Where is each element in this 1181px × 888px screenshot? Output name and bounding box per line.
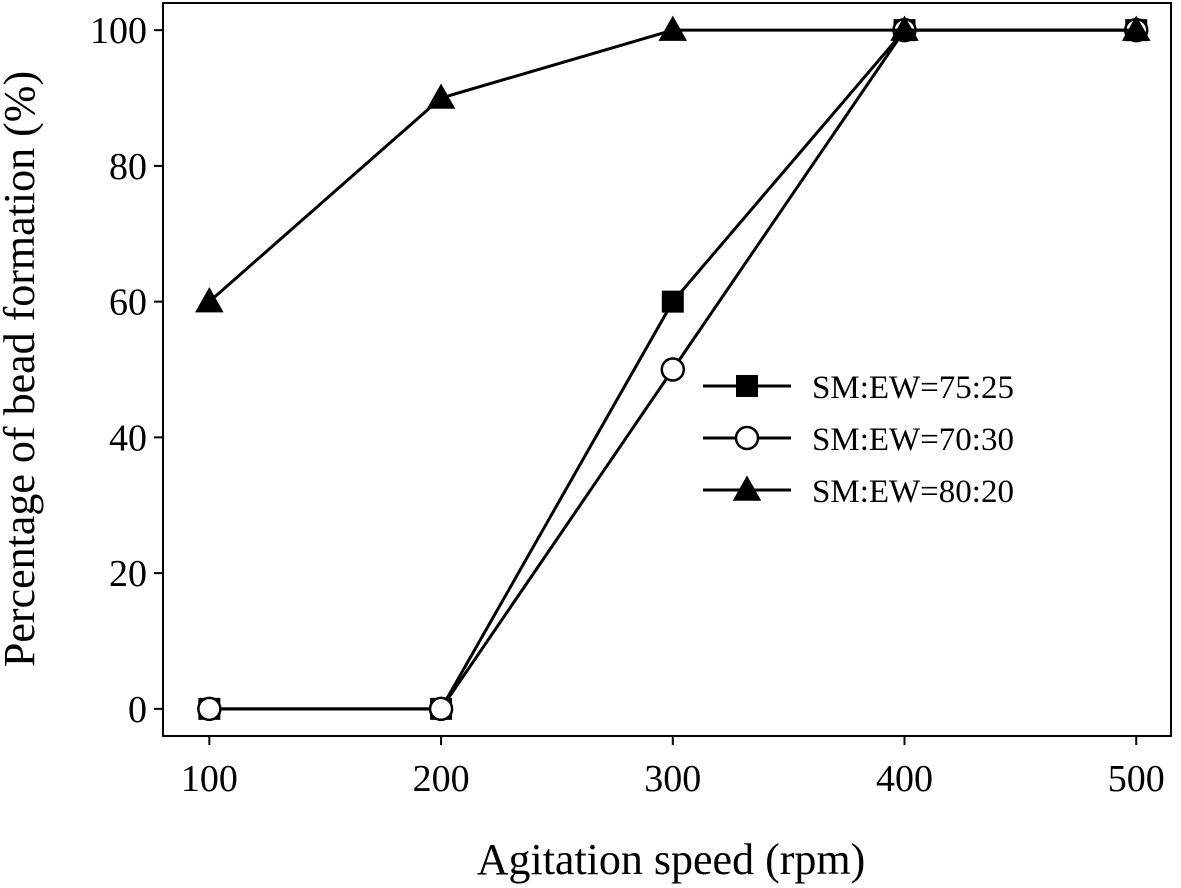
legend-item: SM:EW=75:25 — [703, 370, 1014, 406]
x-tick-label: 500 — [1108, 758, 1165, 800]
y-tick-label: 80 — [109, 146, 147, 188]
y-axis-ticks: 0 20 40 60 80 100 — [90, 10, 163, 731]
legend-item: SM:EW=80:20 — [703, 474, 1014, 510]
data-point — [890, 15, 919, 41]
data-point — [661, 290, 684, 313]
legend-marker — [736, 375, 758, 397]
y-axis-title: Percentage of bead formation (%) — [0, 71, 44, 667]
series-line — [208, 28, 1137, 303]
series-3 — [195, 15, 1151, 313]
legend-label: SM:EW=75:25 — [812, 370, 1014, 406]
data-point — [426, 83, 456, 109]
data-point — [195, 287, 224, 313]
data-point — [660, 357, 686, 382]
legend-marker — [732, 475, 762, 501]
plot-frame — [162, 2, 1172, 737]
series-layer — [195, 15, 1151, 722]
x-axis-title: Agitation speed (rpm) — [477, 835, 866, 884]
legend-label: SM:EW=70:30 — [812, 422, 1014, 458]
y-tick-label: 60 — [109, 282, 147, 324]
data-point — [1121, 15, 1151, 41]
y-tick-label: 0 — [128, 689, 147, 731]
data-point — [428, 696, 454, 722]
y-tick-label: 100 — [90, 10, 147, 52]
x-tick-label: 300 — [644, 758, 701, 800]
legend-label: SM:EW=80:20 — [812, 474, 1014, 510]
x-axis-ticks: 100 200 300 400 500 — [181, 736, 1165, 800]
y-tick-label: 40 — [109, 417, 147, 459]
x-tick-label: 400 — [876, 758, 933, 800]
legend-marker — [734, 425, 760, 451]
y-tick-label: 20 — [109, 553, 147, 595]
x-tick-label: 100 — [181, 758, 238, 800]
x-tick-label: 200 — [413, 758, 470, 800]
data-point — [658, 15, 688, 41]
legend-item: SM:EW=70:30 — [703, 422, 1014, 458]
legend: SM:EW=75:25 SM:EW=70:30 SM:EW=80:20 — [703, 370, 1014, 510]
data-point — [197, 696, 222, 722]
